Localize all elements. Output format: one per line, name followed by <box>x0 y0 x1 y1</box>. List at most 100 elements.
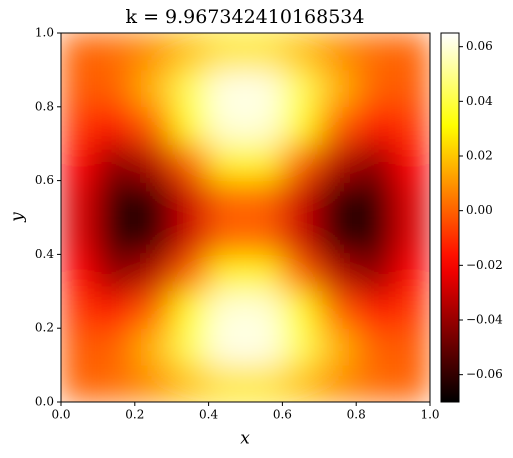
y-tick-label: 0.0 <box>35 395 54 409</box>
heatmap-cell <box>281 180 320 218</box>
x-tick-label: 0.2 <box>125 408 144 422</box>
heatmap-cell <box>245 327 283 366</box>
heatmap-cell <box>208 217 246 255</box>
heatmap-cell <box>281 364 320 402</box>
heatmap-cell <box>208 106 246 145</box>
heatmap-cell <box>318 217 357 255</box>
heatmap-cell <box>134 143 173 182</box>
heatmap-cell <box>171 217 210 255</box>
heatmap-cell <box>355 290 394 329</box>
x-tick-label: 0.0 <box>51 408 70 422</box>
y-tick-label: 0.4 <box>35 247 54 261</box>
y-tick-label: 0.6 <box>35 173 54 187</box>
heatmap-cell <box>318 253 357 292</box>
heatmap-cell <box>208 253 246 292</box>
heatmap-cell <box>392 33 430 71</box>
heatmap-cell <box>392 217 430 255</box>
heatmap-cell <box>318 180 357 218</box>
heatmap-cell <box>61 290 99 329</box>
heatmap-cell <box>245 69 283 108</box>
heatmap-cell <box>208 290 246 329</box>
heatmap-cell <box>61 106 99 145</box>
heatmap-cell <box>318 33 357 71</box>
heatmap-cell <box>392 253 430 292</box>
plot-frame <box>60 32 431 403</box>
heatmap-cell <box>61 180 99 218</box>
heatmap-cell <box>134 364 173 402</box>
heatmap-cell <box>134 327 173 366</box>
heatmap-cell <box>171 106 210 145</box>
heatmap-cell <box>392 290 430 329</box>
x-tick-label: 0.4 <box>199 408 218 422</box>
heatmap-cell <box>134 290 173 329</box>
heatmap-cell <box>392 69 430 108</box>
heatmap-cell <box>245 106 283 145</box>
colorbar-tick-label: −0.02 <box>466 258 503 272</box>
heatmap-cell <box>355 253 394 292</box>
heatmap-cell <box>208 69 246 108</box>
heatmap-cell <box>61 69 99 108</box>
heatmap-cell <box>97 33 136 71</box>
heatmap-cell <box>171 253 210 292</box>
heatmap-cell <box>61 143 99 182</box>
heatmap-cell <box>97 217 136 255</box>
heatmap-cell <box>134 253 173 292</box>
heatmap-cell <box>97 143 136 182</box>
heatmap-cell <box>61 364 99 402</box>
colorbar-tick-label: 0.02 <box>466 149 493 163</box>
heatmap-cell <box>245 143 283 182</box>
heatmap-cell <box>392 180 430 218</box>
heatmap-cell <box>281 69 320 108</box>
heatmap-cell <box>318 364 357 402</box>
heatmap-cell <box>245 180 283 218</box>
heatmap-cell <box>208 327 246 366</box>
x-tick-label: 1.0 <box>420 408 439 422</box>
heatmap-cell <box>97 290 136 329</box>
x-tick-label: 0.6 <box>273 408 292 422</box>
heatmap-cell <box>208 180 246 218</box>
heatmap-cell <box>171 327 210 366</box>
heatmap-cell <box>392 143 430 182</box>
heatmap-cell <box>171 69 210 108</box>
heatmap-cell <box>355 69 394 108</box>
heatmap-cell <box>134 106 173 145</box>
colorbar-tick-label: 0.06 <box>466 39 493 53</box>
heatmap-cell <box>318 327 357 366</box>
heatmap-cell <box>281 327 320 366</box>
heatmap-cell <box>171 143 210 182</box>
colorbar-tick-label: −0.06 <box>466 367 503 381</box>
heatmap-cell <box>97 253 136 292</box>
y-tick-label: 1.0 <box>35 26 54 40</box>
heatmap-cell <box>171 290 210 329</box>
heatmap-cell <box>245 217 283 255</box>
heatmap-cell <box>355 143 394 182</box>
colorbar <box>440 32 460 403</box>
heatmap-cell <box>61 217 99 255</box>
heatmap-cell <box>281 253 320 292</box>
heatmap-cell <box>281 290 320 329</box>
heatmap-cell <box>134 69 173 108</box>
colorbar-tick-label: 0.04 <box>466 94 493 108</box>
heatmap-cell <box>134 217 173 255</box>
heatmap-cell <box>208 364 246 402</box>
colorbar-tick-label: 0.00 <box>466 203 493 217</box>
heatmap-cell <box>134 33 173 71</box>
heatmap-cell <box>245 253 283 292</box>
heatmap-cell <box>281 106 320 145</box>
heatmap-cell <box>208 143 246 182</box>
heatmap-cell <box>318 290 357 329</box>
heatmap-cell <box>97 327 136 366</box>
heatmap-cell <box>171 364 210 402</box>
heatmap-cell <box>318 143 357 182</box>
heatmap-cell <box>355 364 394 402</box>
y-axis-label: y <box>8 212 28 223</box>
heatmap-cell <box>392 364 430 402</box>
heatmap-cell <box>97 180 136 218</box>
heatmap-cell <box>355 327 394 366</box>
heatmap-cell <box>392 106 430 145</box>
heatmap-cell <box>97 364 136 402</box>
x-axis-label: x <box>240 429 250 449</box>
heatmap-cell <box>245 364 283 402</box>
heatmap-cell <box>61 327 99 366</box>
